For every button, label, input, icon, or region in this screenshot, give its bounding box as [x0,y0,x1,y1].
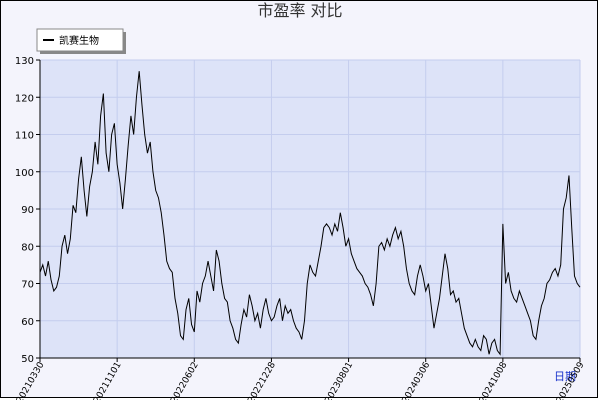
x-axis-label: 日期 [554,370,576,383]
y-tick-label: 130 [15,56,34,67]
y-tick-label: 70 [21,280,34,291]
chart-title: 市盈率 对比 [257,1,342,20]
y-tick-label: 90 [21,205,34,216]
y-tick-label: 110 [15,131,34,142]
y-tick-label: 100 [15,168,34,179]
legend-label: 凯赛生物 [59,34,99,47]
y-tick-label: 50 [21,354,34,365]
legend: 凯赛生物 [36,28,126,54]
legend-box [36,28,124,52]
y-tick-label: 120 [15,93,34,104]
y-tick-label: 60 [21,317,34,328]
series-line [39,71,581,356]
y-tick-label: 80 [21,242,34,253]
